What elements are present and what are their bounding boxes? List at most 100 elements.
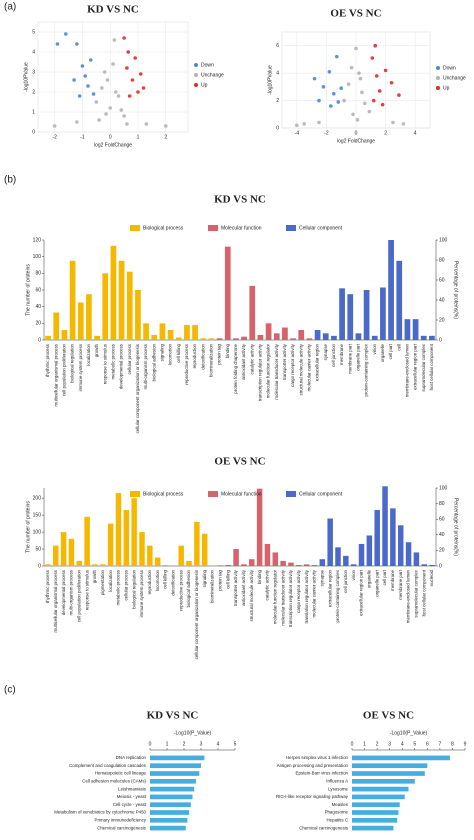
bar [412,319,419,340]
x-tick-label: extracellular region [315,343,320,381]
y-tick-label: 80 [35,271,41,277]
bar [154,557,161,566]
x-tick-label: cell part [388,343,393,359]
x-tick-label: binding [225,343,230,358]
x-tick-label: translation regulator activity [304,569,309,623]
x-tick-label: cargo receptor activity [290,343,295,387]
legend-marker [194,73,198,77]
bar [429,564,435,566]
x-tick-label: extracellular region part [359,569,364,616]
x-tick-label: reproductive process [184,343,189,385]
point [144,122,149,126]
bar [77,302,84,340]
y-axis-label: -log10PValue [23,62,29,92]
x-tick-label: synapse [319,569,324,586]
x-tick-label: biomineralization [209,343,214,377]
legend-label: Molecular function [221,491,262,497]
y-tick-label: 40 [35,304,41,310]
chart-title: KD VS NC [87,4,139,16]
x-tick-label: 2 [164,134,167,140]
panel-label: (b) [4,175,16,186]
bar [194,521,200,566]
legend-swatch [130,225,140,231]
bar [110,245,117,340]
legend-swatch [208,225,218,231]
x-tick-label: membrane-enclosed lumen [405,343,410,397]
x-tick-label: detoxification [200,343,205,369]
x-tick-label: 4 [217,741,220,747]
bar [216,338,223,340]
y-tick-label: Meiosis - yeast [117,794,147,799]
bar [388,240,394,340]
bar [76,560,83,566]
x-tick-label: signaling [202,569,207,587]
point [371,98,376,103]
x-tick-label: 3 [200,741,203,747]
bar [374,510,380,566]
bar [150,763,201,769]
x-tick-label: multi-organism process [143,343,148,389]
bar [61,330,68,340]
point [363,101,367,106]
x-tick-label: metabolic process [111,343,116,379]
x-tick-label: 5 [413,741,416,747]
point [112,38,117,42]
x-tick-label: multi-organism process [69,569,74,615]
point [342,98,346,103]
x-tick-label: antioxidant activity [241,343,246,380]
legend-marker [436,86,440,90]
bar [209,565,216,566]
x-tick-label: reproduction [192,343,197,368]
x-tick-label: organelle part [356,343,361,371]
x-tick-label: 8 [451,741,454,747]
bar [60,532,67,566]
x-tick-label: growth [92,569,97,583]
x-tick-label: cell [396,344,401,351]
x-tick-label: organelle [367,569,372,588]
point [100,86,104,90]
bar [159,323,166,340]
point [383,68,388,73]
x-tick-label: transporter activity [233,569,238,606]
x-tick-label: 1 [137,134,140,140]
x-tick-label: protein tag [218,569,223,590]
x-tick-label: 4 [401,741,404,747]
bar [303,564,310,566]
point [163,124,168,128]
bar [233,338,239,340]
x-tick-label: 3 [388,741,391,747]
bar [92,564,98,566]
y-tick-label: Herpes simplex virus 1 infection [286,755,349,760]
x-axis-label: -Log10(P_Value) [390,730,428,736]
bar [319,559,326,566]
bar [217,565,224,566]
bar [264,543,271,566]
bar [350,564,357,566]
bar [86,294,92,340]
legend-label: Cellular component [299,225,343,231]
y-tick-label: RIG-I-like receptor signaling pathway [276,794,349,799]
point [127,94,132,98]
bar [115,493,122,566]
y-tick-label: Hematopoietic cell lineage [95,771,147,776]
point [327,69,332,74]
point [97,118,101,122]
bar [371,335,378,340]
bar [358,543,365,566]
bar [282,327,288,340]
x-tick-label: molecular function regulator [266,343,271,398]
bar [314,330,321,340]
x-tick-label: protein-containing complex [335,569,340,622]
bar [100,564,106,566]
point [349,65,354,70]
bar [306,338,313,340]
y-tick-label: Phagosome [325,810,349,815]
point [52,124,57,128]
point [346,82,351,86]
y-axis-label: The number of proteins [25,501,31,553]
y2-tick-label: 80 [439,257,445,263]
y-tick-label: Influenza A [326,778,348,783]
bar [150,786,195,792]
x-tick-label: immune system process [139,569,144,617]
point [295,123,299,128]
